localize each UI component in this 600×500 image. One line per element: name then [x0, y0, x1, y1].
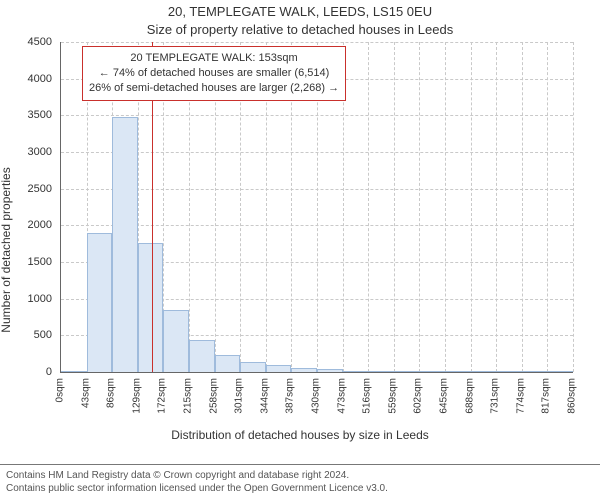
gridline-v [419, 42, 420, 372]
x-tick-label: 602sqm [413, 378, 424, 414]
histogram-bar [343, 371, 369, 372]
gridline-v [547, 42, 548, 372]
gridline-v [522, 42, 523, 372]
x-tick-label: 258sqm [208, 378, 219, 414]
footer-line-1: Contains HM Land Registry data © Crown c… [6, 469, 594, 482]
gridline-v [573, 42, 574, 372]
gridline-v [394, 42, 395, 372]
histogram-bar [471, 371, 497, 372]
x-tick-label: 301sqm [234, 378, 245, 414]
x-tick-label: 215sqm [183, 378, 194, 414]
x-tick-label: 645sqm [439, 378, 450, 414]
histogram-bar [496, 371, 522, 372]
histogram-bar [163, 310, 189, 372]
gridline-v [368, 42, 369, 372]
x-tick-label: 430sqm [311, 378, 322, 414]
histogram-bar [317, 369, 343, 372]
x-tick-label: 731sqm [490, 378, 501, 414]
histogram-bar [291, 368, 317, 372]
histogram-bar [522, 371, 548, 372]
annotation-line: ← 74% of detached houses are smaller (6,… [89, 66, 339, 81]
x-tick-label: 387sqm [285, 378, 296, 414]
histogram-bar [419, 371, 445, 372]
annotation-callout: 20 TEMPLEGATE WALK: 153sqm← 74% of detac… [82, 46, 346, 101]
footer-line-2: Contains public sector information licen… [6, 482, 594, 495]
x-tick-label: 344sqm [259, 378, 270, 414]
x-tick-label: 774sqm [515, 378, 526, 414]
histogram-bar [368, 371, 394, 372]
y-axis-label: Number of detached properties [0, 167, 13, 332]
x-tick-label: 860sqm [567, 378, 578, 414]
annotation-line: 26% of semi-detached houses are larger (… [89, 81, 339, 96]
histogram-bar [189, 340, 215, 372]
histogram-bar [61, 371, 87, 372]
gridline-v [496, 42, 497, 372]
x-tick-label: 43sqm [80, 378, 91, 408]
histogram-bar [87, 233, 113, 372]
x-tick-label: 473sqm [336, 378, 347, 414]
histogram-bar [138, 243, 164, 372]
histogram-bar [394, 371, 420, 372]
x-tick-label: 129sqm [131, 378, 142, 414]
annotation-line: 20 TEMPLEGATE WALK: 153sqm [89, 51, 339, 66]
x-axis-label: Distribution of detached houses by size … [0, 428, 600, 442]
attribution-footer: Contains HM Land Registry data © Crown c… [0, 464, 600, 500]
histogram-bar [266, 365, 292, 372]
x-tick-label: 516sqm [362, 378, 373, 414]
histogram-bar [445, 371, 471, 372]
histogram-bar [240, 362, 266, 372]
histogram-bar [112, 117, 138, 372]
chart-title-line1: 20, TEMPLEGATE WALK, LEEDS, LS15 0EU [0, 4, 600, 19]
x-tick-label: 688sqm [464, 378, 475, 414]
x-tick-label: 172sqm [157, 378, 168, 414]
x-tick-label: 86sqm [106, 378, 117, 408]
x-tick-label: 0sqm [55, 378, 66, 402]
x-tick-label: 817sqm [541, 378, 552, 414]
histogram-bar [215, 355, 241, 372]
histogram-bar [547, 371, 573, 372]
gridline-v [471, 42, 472, 372]
chart-title-line2: Size of property relative to detached ho… [0, 22, 600, 37]
x-tick-label: 559sqm [387, 378, 398, 414]
gridline-v [445, 42, 446, 372]
histogram-chart: 20, TEMPLEGATE WALK, LEEDS, LS15 0EU Siz… [0, 0, 600, 500]
